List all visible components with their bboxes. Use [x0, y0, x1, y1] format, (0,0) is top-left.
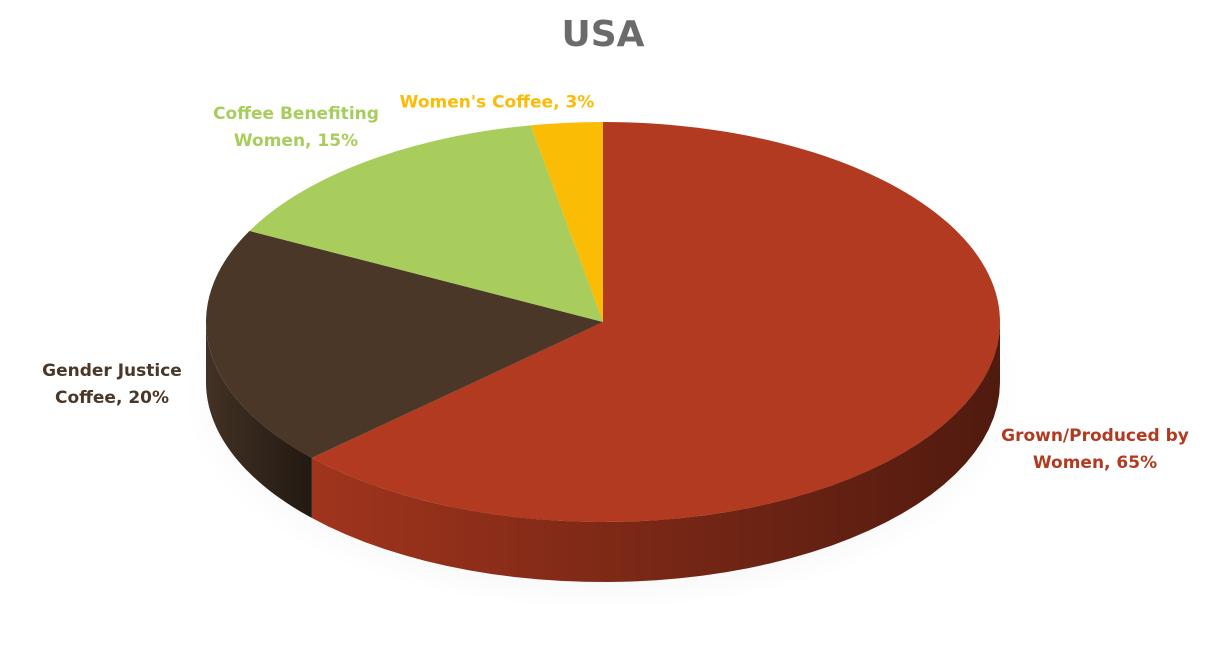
data-label: Gender Justice Coffee, 20% — [42, 361, 182, 408]
pie-slice — [311, 122, 1001, 522]
slice-side-shade — [206, 322, 312, 518]
data-label: Coffee Benefiting Women, 15% — [213, 104, 379, 151]
data-label: Grown/Produced by Women, 65% — [1001, 426, 1189, 473]
pie-slice — [530, 122, 603, 322]
slice-side-shade — [311, 322, 1001, 582]
pie-slice — [249, 125, 603, 323]
pie-slice — [205, 230, 603, 458]
data-label: Women's Coffee, 3% — [399, 92, 595, 113]
chart-title: USA — [561, 14, 645, 55]
